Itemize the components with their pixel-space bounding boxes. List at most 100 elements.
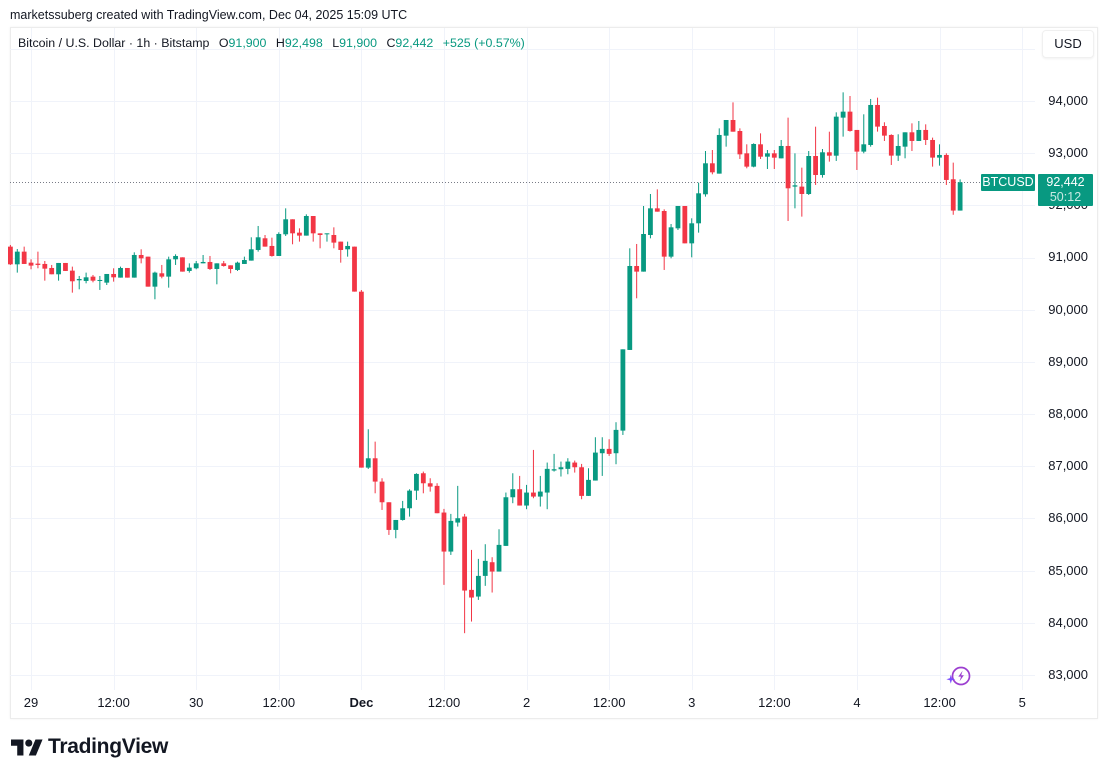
tradingview-logo[interactable]: TradingView xyxy=(11,734,168,760)
candle-body xyxy=(765,153,770,157)
lightning-badge-button[interactable] xyxy=(945,664,973,688)
candle-up xyxy=(716,128,722,174)
candle-body xyxy=(118,267,123,278)
candle-body xyxy=(400,508,406,520)
candle-up xyxy=(365,429,371,469)
legend-title: Bitcoin / U.S. Dollar · 1h · Bitstamp xyxy=(18,36,210,50)
candle-body xyxy=(97,279,103,281)
legend-close-label: C xyxy=(386,36,396,50)
candle-body xyxy=(200,261,206,264)
candle-body xyxy=(14,251,20,265)
candle-up xyxy=(558,461,564,477)
candle-body xyxy=(861,144,867,152)
candle-body xyxy=(592,452,598,481)
legend-high-label: H xyxy=(275,36,285,50)
candle-up xyxy=(104,273,110,285)
candle-up xyxy=(592,437,598,481)
price-label: 94,000 xyxy=(1048,93,1088,108)
candle-body xyxy=(173,255,178,260)
candle-up xyxy=(524,484,529,510)
candle-body xyxy=(641,234,646,272)
candle-up xyxy=(868,98,874,147)
legend-open-label: O xyxy=(218,36,229,50)
candle-body xyxy=(469,589,474,598)
candle-down xyxy=(813,126,818,185)
candle-down xyxy=(469,549,474,622)
candle-down xyxy=(744,144,750,169)
lightning-icon xyxy=(946,666,971,686)
candle-up xyxy=(806,150,812,195)
candle-body xyxy=(496,544,502,572)
price-label: 83,000 xyxy=(1048,667,1088,682)
candle-body xyxy=(902,132,908,147)
candle-body xyxy=(21,251,27,264)
legend-open-value: 91,900 xyxy=(228,36,267,50)
candle-body xyxy=(696,193,701,224)
candle-up xyxy=(620,349,626,435)
candle-down xyxy=(28,259,34,270)
candle-body xyxy=(888,134,894,156)
time-label: 12:00 xyxy=(427,695,461,710)
candle-down xyxy=(462,513,468,634)
candle-up xyxy=(765,149,770,169)
candle-up xyxy=(510,473,516,504)
candle-body xyxy=(276,233,282,256)
candle-body xyxy=(152,272,158,287)
candle-down xyxy=(517,475,523,506)
candle-up xyxy=(689,218,695,258)
symbol-price-tag: BTCUSD xyxy=(981,174,1035,191)
candle-body xyxy=(475,575,481,597)
candle-down xyxy=(386,502,392,535)
candle-body xyxy=(338,241,344,250)
attribution-text: marketssuberg created with TradingView.c… xyxy=(10,8,408,22)
candle-body xyxy=(682,205,688,244)
candle-body xyxy=(42,263,48,269)
candle-body xyxy=(180,257,185,272)
candle-down xyxy=(63,262,68,271)
candle-body xyxy=(145,256,151,287)
candle-body xyxy=(847,111,853,131)
candle-down xyxy=(826,131,832,162)
candle-up xyxy=(503,492,509,546)
tradingview-logo-icon xyxy=(11,739,43,755)
candle-down xyxy=(297,228,302,242)
candle-down xyxy=(882,122,887,141)
price-label: 87,000 xyxy=(1048,458,1088,473)
candle-body xyxy=(262,238,268,247)
candle-body xyxy=(90,276,96,281)
candle-body xyxy=(462,516,468,591)
time-label: 5 xyxy=(1018,695,1026,710)
candle-up xyxy=(833,112,839,161)
candle-body xyxy=(214,263,220,269)
candle-body xyxy=(420,473,426,484)
candle-down xyxy=(909,123,915,151)
candle-up xyxy=(152,271,158,300)
candle-down xyxy=(427,478,433,492)
candle-body xyxy=(489,562,495,572)
candle-up xyxy=(83,272,89,284)
candle-down xyxy=(709,149,715,175)
candle-body xyxy=(414,473,419,491)
candle-body xyxy=(124,267,130,278)
candle-down xyxy=(888,134,894,165)
candle-body xyxy=(131,254,137,278)
candle-up xyxy=(255,225,261,252)
candle-up xyxy=(186,263,192,273)
candle-body xyxy=(166,259,172,277)
candle-body xyxy=(310,216,316,234)
candle-up xyxy=(324,233,330,242)
candle-body xyxy=(290,219,295,234)
candle-up xyxy=(283,208,289,236)
candle-body xyxy=(283,219,289,235)
candle-body xyxy=(448,520,454,552)
candle-down xyxy=(923,124,929,145)
candle-body xyxy=(950,179,956,211)
candle-body xyxy=(372,458,378,482)
candle-up xyxy=(895,134,901,161)
candle-body xyxy=(544,468,550,493)
price-label: 85,000 xyxy=(1048,563,1088,578)
chart-frame xyxy=(10,27,1098,719)
currency-button[interactable]: USD xyxy=(1042,30,1094,58)
candle-up xyxy=(627,248,633,350)
